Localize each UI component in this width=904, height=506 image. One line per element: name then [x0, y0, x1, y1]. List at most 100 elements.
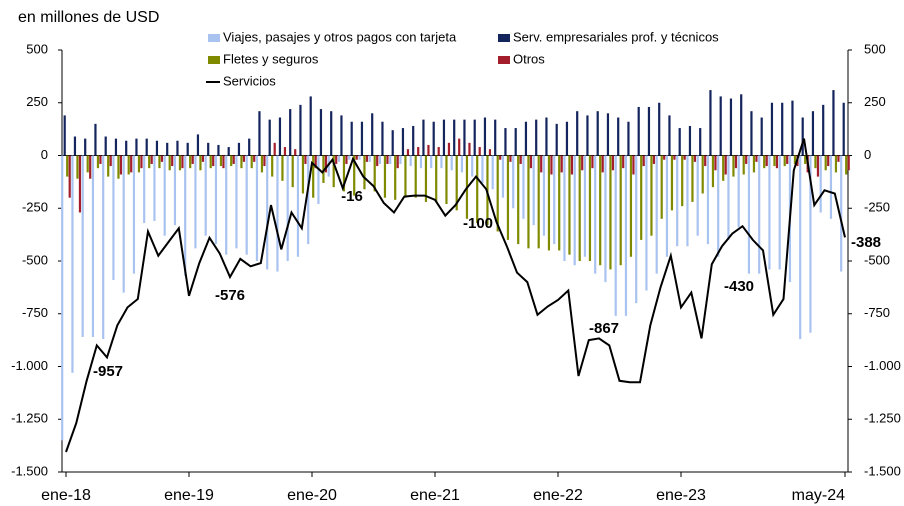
bar	[309, 96, 312, 156]
bar	[235, 155, 238, 249]
bar	[437, 147, 440, 156]
bar	[663, 155, 666, 160]
bar	[640, 155, 643, 240]
bar	[150, 155, 153, 164]
bar	[166, 142, 169, 156]
bar	[637, 106, 640, 156]
bar	[419, 155, 423, 169]
bar	[832, 90, 835, 156]
bar	[540, 155, 543, 173]
bar	[365, 155, 369, 162]
bar	[286, 155, 289, 261]
bar	[371, 113, 374, 156]
bar	[514, 128, 517, 156]
bar	[834, 155, 838, 173]
bar	[683, 155, 686, 160]
bar	[378, 155, 382, 164]
legend-swatch	[208, 56, 220, 64]
bar	[565, 121, 569, 156]
bar	[307, 155, 310, 245]
bar	[112, 155, 115, 280]
bar	[422, 119, 425, 156]
bar	[827, 155, 830, 167]
bar	[678, 128, 681, 156]
y-tick-label: -1.000	[11, 358, 48, 373]
y-tick-label: 250	[26, 94, 48, 109]
bar	[327, 155, 330, 177]
bar	[132, 155, 136, 274]
bar	[494, 119, 497, 156]
bar	[148, 155, 151, 169]
bar	[570, 155, 574, 175]
bar	[696, 155, 699, 236]
legend-label: Serv. empresariales prof. y técnicos	[513, 29, 719, 44]
bar	[527, 155, 530, 249]
bar	[481, 155, 484, 183]
bar	[84, 138, 87, 156]
annotation: -16	[341, 188, 363, 205]
bar	[358, 155, 361, 160]
bar	[209, 155, 212, 169]
bar	[424, 155, 428, 202]
line	[65, 138, 846, 453]
bar	[94, 123, 97, 156]
bar	[383, 155, 387, 198]
y-tick-label: 0	[41, 147, 48, 162]
bar	[406, 149, 410, 156]
bar	[624, 155, 628, 316]
bar	[430, 155, 433, 169]
bar	[501, 155, 505, 198]
bar	[332, 155, 335, 188]
bar	[799, 155, 802, 340]
bar	[376, 155, 379, 167]
bar	[401, 128, 405, 156]
bar	[242, 155, 246, 162]
y2-tick-label: -1.000	[864, 358, 901, 373]
y-tick-label: 500	[26, 41, 48, 56]
bar	[568, 155, 571, 255]
bar	[842, 102, 845, 156]
bar	[125, 140, 128, 156]
bar	[619, 155, 622, 266]
bar	[714, 155, 717, 171]
bar	[724, 155, 727, 175]
bar	[816, 155, 820, 177]
bar	[586, 115, 589, 156]
bar	[168, 155, 171, 171]
bar	[719, 96, 722, 156]
bar	[509, 155, 512, 162]
bar	[840, 155, 843, 272]
bar	[417, 147, 420, 156]
bar	[604, 155, 607, 283]
bar	[693, 155, 697, 162]
bar	[473, 119, 476, 156]
bar	[283, 147, 287, 156]
y2-tick-label: 500	[864, 41, 886, 56]
bar	[773, 155, 776, 167]
y2-tick-label: -1.250	[864, 411, 901, 426]
bar	[176, 140, 179, 156]
bar	[299, 104, 302, 156]
bar	[353, 155, 356, 196]
y2-tick-label: -1.500	[864, 463, 901, 478]
bar	[822, 104, 825, 156]
bar	[458, 138, 461, 156]
bar	[553, 155, 556, 245]
bar	[414, 155, 417, 198]
bar	[99, 155, 102, 164]
bar	[196, 134, 200, 156]
x-tick-label: ene-23	[656, 487, 706, 504]
bar	[271, 155, 274, 177]
bar	[61, 155, 64, 441]
bar	[317, 155, 320, 205]
bar	[599, 155, 602, 266]
bar	[524, 121, 528, 156]
bar	[255, 155, 259, 261]
bar	[811, 111, 815, 156]
bar	[412, 125, 415, 156]
bar	[294, 149, 297, 156]
bar	[63, 115, 66, 156]
bar	[529, 155, 533, 169]
x-tick-label: may-24	[792, 487, 845, 504]
bar	[491, 155, 494, 190]
